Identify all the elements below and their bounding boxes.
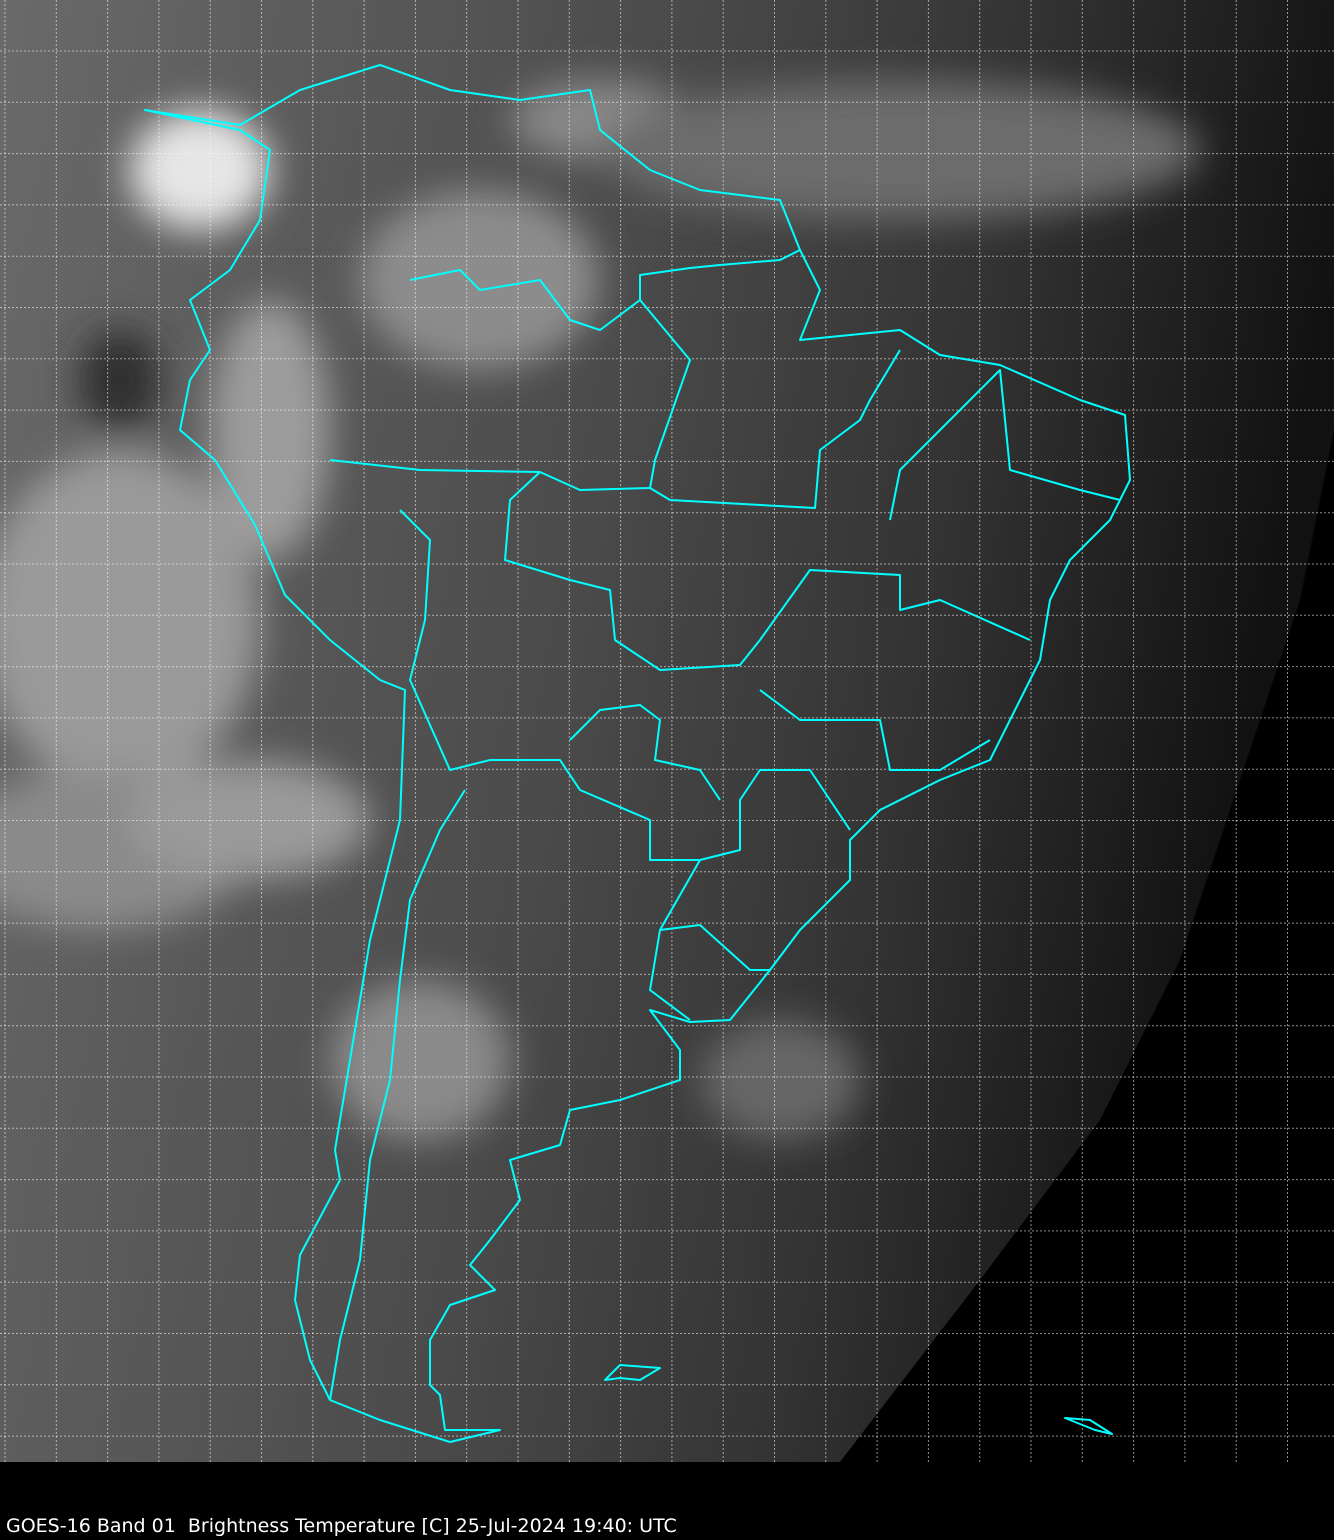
- border-line: [569, 704, 721, 801]
- border-line: [759, 689, 991, 771]
- border-line: [399, 509, 851, 861]
- border-line: [659, 924, 770, 971]
- continent-outline: [144, 64, 1131, 1443]
- border-line: [649, 349, 901, 509]
- island-south-georgia: [1064, 1417, 1113, 1435]
- image-caption: GOES-16 Band 01 Brightness Temperature […: [6, 1515, 677, 1537]
- night-terminator: [840, 430, 1334, 1462]
- island-falklands: [604, 1364, 661, 1381]
- border-line: [889, 369, 1121, 521]
- border-line: [504, 471, 1031, 671]
- cloud-cover: [0, 80, 1200, 1140]
- border-line: [329, 789, 466, 1401]
- border-line: [409, 269, 641, 331]
- country-borders: [144, 64, 1131, 1443]
- border-line: [649, 859, 701, 1021]
- satellite-image: [0, 0, 1334, 1462]
